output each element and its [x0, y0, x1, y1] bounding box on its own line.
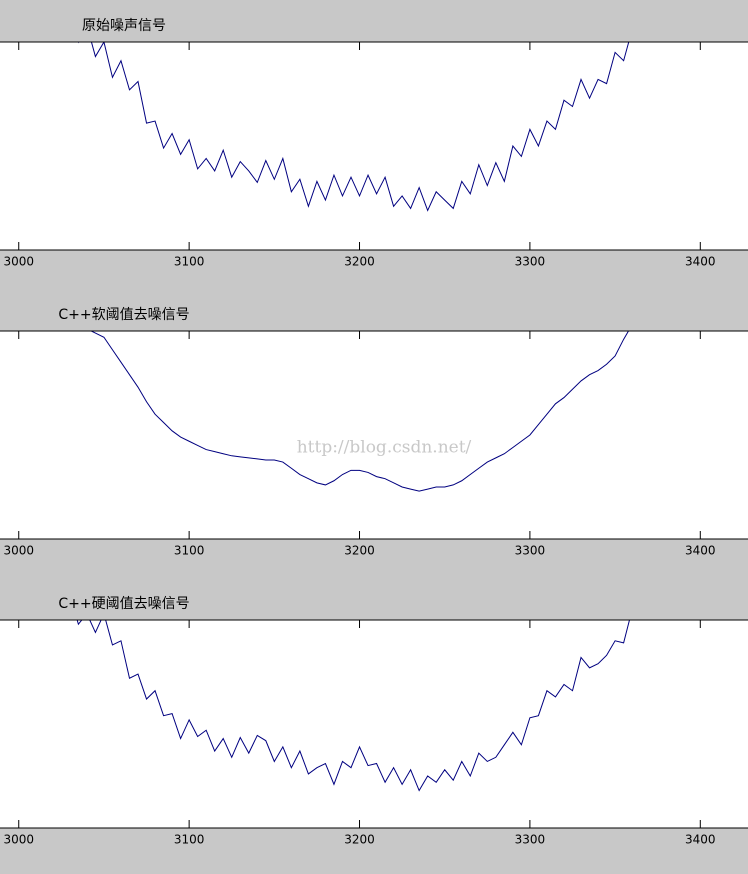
x-tick-label: 3000	[3, 255, 34, 269]
chart-title: C++软阈值去噪信号	[58, 307, 189, 323]
signal-line	[76, 620, 630, 792]
x-tick-label: 3300	[515, 255, 546, 269]
x-tick-label: 3400	[685, 255, 716, 269]
signal-line	[90, 331, 630, 492]
x-tick-label: 3200	[344, 255, 375, 269]
x-tick-label: 3200	[344, 544, 375, 558]
x-tick-label: 3400	[685, 544, 716, 558]
x-tick-label: 3000	[3, 833, 34, 847]
x-tick-label: 3200	[344, 833, 375, 847]
x-tick-label: 3100	[174, 255, 205, 269]
x-tick-label: 3300	[515, 833, 546, 847]
axes-background	[0, 42, 748, 250]
axes-background	[0, 620, 748, 828]
watermark: http://blog.csdn.net/	[297, 438, 472, 458]
chart-title: C++硬阈值去噪信号	[58, 596, 189, 612]
chart-title: 原始噪声信号	[82, 18, 166, 34]
x-tick-label: 3100	[174, 833, 205, 847]
signal-line	[77, 42, 630, 212]
axes-background	[0, 331, 748, 539]
x-tick-label: 3400	[685, 833, 716, 847]
x-tick-label: 3100	[174, 544, 205, 558]
x-tick-label: 3300	[515, 544, 546, 558]
x-tick-label: 3000	[3, 544, 34, 558]
